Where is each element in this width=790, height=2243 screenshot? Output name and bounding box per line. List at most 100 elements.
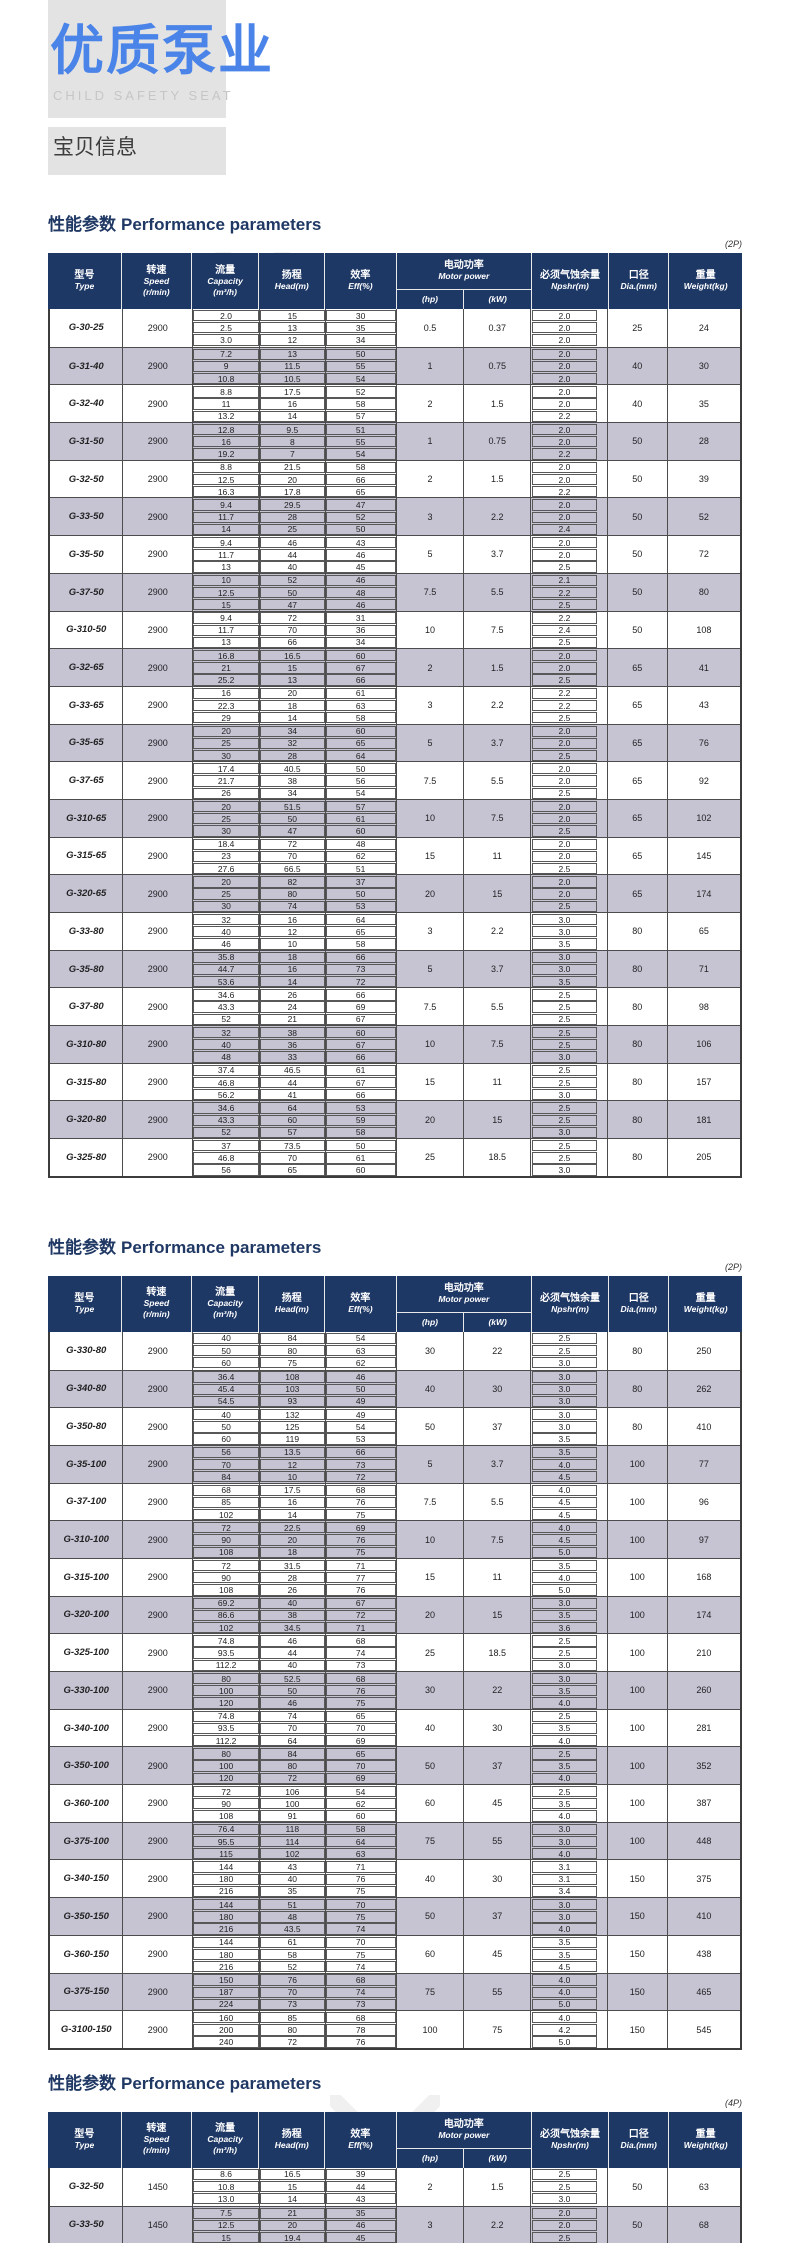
value-box: 29.5 [260,499,325,511]
table-row: G-310-100 2900 72 90 108 22.5 20 18 69 76 75 10 7.5 4… [50,1520,740,1558]
dia-cell: 80 [606,1408,667,1445]
value-box: 12 [260,926,325,938]
table-row: G-375-100 2900 76.4 95.5 115 118 114 102 58 64 63 7… [50,1821,740,1860]
value-box: 4.0 [531,1848,597,1860]
hp-cell: 15 [395,837,464,875]
header-hp: (hp) [421,2152,439,2163]
dia-cell: 50 [606,423,667,460]
head-cell: 40 38 34.5 [259,1596,325,1634]
dia-cell: 150 [606,2011,667,2048]
value-box: 40 [260,561,325,573]
value-box: 80 [193,1672,260,1685]
head-cell: 64 60 57 [259,1101,325,1139]
weight-cell: 181 [666,1101,740,1139]
npshr-cell: 3.0 3.0 4.0 [530,1898,607,1935]
weight-cell: 102 [666,799,740,837]
value-box: 45.4 [193,1383,260,1395]
model-type: G-33-65 [68,699,104,711]
value-box: 2.0 [531,360,597,373]
table-row: G-32-50 1450 8.6 10.8 13.0 16.5 15 14 39 44 43 2 1.5… [50,2167,740,2206]
model-type-cell: G-33-80 [50,913,122,950]
value-box: 2.5 [531,749,597,762]
value-box: 4.0 [531,2012,597,2024]
kw-cell: 11 [463,1063,530,1101]
section-title-en: Performance parameters [121,2073,322,2093]
kw-cell: 1.5 [463,2167,530,2206]
model-type-cell: G-320-100 [50,1597,122,1634]
value-box: 66 [325,1446,396,1459]
value-box: 73 [325,1458,396,1471]
value-box: 50 [260,813,325,825]
value-box: 46.8 [193,1152,260,1164]
dia-cell: 80 [606,1026,667,1063]
value-box: 11.7 [193,511,260,523]
value-box: 28 [260,749,325,762]
header-motor-power: 电动功率 Motor power (hp) (kW) [395,1275,531,1332]
value-box: 22.5 [260,1522,325,1534]
value-box: 49 [325,1409,396,1421]
value-box: 4.0 [531,1458,597,1471]
value-box: 2.0 [531,334,597,346]
npshr-cell: 2.0 2.0 2.5 [530,837,607,875]
model-type: G-31-40 [68,360,104,372]
model-type-cell: G-35-65 [50,725,122,762]
head-cell: 20 18 14 [259,686,325,724]
value-box: 2.2 [531,612,597,624]
eff-cell: 60 67 66 [324,1026,396,1063]
hp-cell: 20 [395,875,464,912]
value-box: 90 [193,1798,260,1810]
section-title: 性能参数 Performance parameters [48,2072,742,2096]
weight-cell: 174 [666,1596,740,1634]
eff-cell: 46 48 46 [324,573,396,611]
value-box: 66.5 [260,862,325,875]
value-box: 93.5 [193,1722,260,1735]
eff-cell: 50 61 60 [324,1139,396,1176]
npshr-cell: 2.5 2.5 3.0 [530,2167,607,2206]
dia-cell: 80 [606,913,667,950]
capacity-cell: 40 50 60 [192,1408,260,1445]
table-row: G-32-40 2900 8.8 11 13.2 17.5 16 14 52 58 57 2 1.5 2.… [50,384,740,423]
value-box: 25 [193,737,260,749]
model-type: G-340-150 [63,1873,109,1885]
npshr-cell: 2.0 2.0 2.2 [530,385,607,423]
kw-cell: 7.5 [463,1521,530,1558]
speed-cell: 2900 [122,762,192,799]
header-head: 扬程 Head(m) [258,253,324,309]
section-title-zh: 性能参数 [48,2073,116,2093]
dia-cell: 50 [606,498,667,536]
value-box: 38 [260,775,325,787]
value-box: 11 [193,398,260,410]
value-box: 48 [325,586,396,599]
model-type-cell: G-360-150 [50,1936,122,1973]
model-type-cell: G-350-100 [50,1747,122,1784]
value-box: 5.0 [531,2036,597,2048]
capacity-cell: 8.8 12.5 16.3 [192,460,260,498]
hp-cell: 20 [395,1596,464,1634]
npshr-cell: 2.5 3.5 4.0 [530,1709,607,1747]
eff-cell: 39 44 43 [324,2167,396,2206]
value-box: 51 [325,424,396,436]
value-box: 2.0 [531,537,597,549]
npshr-cell: 2.5 3.5 4.0 [530,1785,607,1822]
value-box: 75 [325,1948,396,1961]
value-box: 65 [325,1710,396,1722]
dia-cell: 50 [606,460,667,498]
kw-cell: 0.37 [463,309,530,347]
value-box: 54 [325,787,396,799]
value-box: 62 [325,850,396,863]
value-box: 19.2 [193,448,260,460]
weight-cell: 71 [666,950,740,988]
value-box: 60 [325,1164,396,1176]
weight-cell: 205 [666,1139,740,1176]
hp-cell: 7.5 [395,988,464,1026]
head-cell: 46 44 40 [259,1634,325,1671]
value-box: 12.5 [193,473,260,486]
header-motor-power: 电动功率 Motor power (hp) (kW) [395,253,531,309]
brand-title: 优质泵业 [50,21,274,81]
value-box: 3.0 [531,1051,597,1063]
capacity-cell: 72 90 108 [192,1558,260,1596]
capacity-cell: 144 180 216 [192,1860,260,1898]
dia-cell: 65 [606,762,667,799]
value-box: 18 [260,951,325,963]
hp-cell: 60 [395,1785,464,1822]
